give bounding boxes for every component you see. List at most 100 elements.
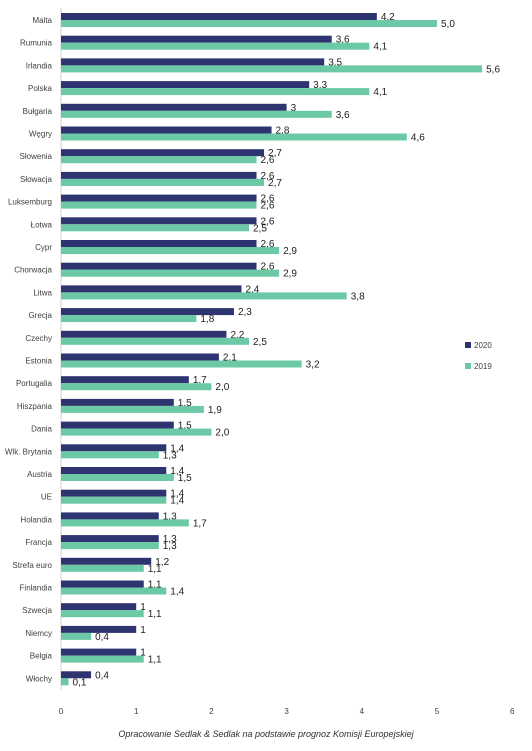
- bar-2019: [61, 405, 204, 413]
- category-label: Estonia: [25, 357, 52, 366]
- bar-2019: [61, 610, 144, 618]
- data-label-2020: 1,4: [170, 466, 184, 477]
- data-label-2020: 1,7: [193, 375, 207, 386]
- data-label-2019: 5,6: [486, 64, 500, 75]
- bar-2019: [61, 20, 437, 27]
- bar-2019: [61, 133, 407, 141]
- category-label: Portugalia: [16, 379, 53, 388]
- x-tick-label: 1: [134, 707, 139, 716]
- bar-2020: [61, 353, 219, 361]
- data-label-2020: 1,4: [170, 443, 184, 454]
- data-label-2020: 3: [291, 103, 297, 114]
- data-label-2020: 3,5: [328, 57, 342, 68]
- data-label-2020: 2,6: [261, 262, 275, 273]
- data-label-2020: 3,6: [336, 35, 350, 46]
- data-label-2020: 1,1: [148, 580, 162, 591]
- bar-2020: [61, 512, 159, 520]
- data-label-2019: 1,4: [170, 496, 184, 507]
- data-label-2020: 1,4: [170, 489, 184, 500]
- x-tick-label: 6: [510, 707, 515, 716]
- data-label-2019: 1,1: [148, 609, 162, 620]
- data-label-2019: 1,7: [193, 518, 207, 529]
- data-label-2020: 1,2: [155, 557, 169, 568]
- data-label-2019: 2,6: [261, 201, 275, 212]
- data-label-2019: 1,1: [148, 655, 162, 666]
- bar-2020: [61, 171, 257, 179]
- data-label-2019: 4,1: [373, 87, 387, 98]
- category-label: Malta: [32, 16, 52, 25]
- category-label: Austria: [27, 470, 52, 479]
- x-tick-label: 3: [284, 707, 289, 716]
- bar-2020: [61, 240, 257, 247]
- bar-2019: [61, 632, 92, 640]
- data-label-2020: 1,5: [178, 421, 192, 432]
- bar-2019: [61, 42, 370, 50]
- data-label-2019: 1,3: [163, 541, 177, 552]
- bar-2019: [61, 383, 212, 391]
- bar-2019: [61, 88, 370, 96]
- data-label-2020: 2,6: [261, 239, 275, 250]
- bar-2019: [61, 315, 197, 323]
- data-label-2019: 1,8: [200, 314, 214, 325]
- bar-2020: [61, 285, 242, 293]
- data-label-2020: 2,8: [276, 126, 290, 137]
- category-label: Finlandia: [20, 584, 53, 593]
- data-label-2020: 1: [140, 625, 146, 636]
- data-label-2020: 1: [140, 602, 146, 613]
- bar-2019: [61, 655, 144, 663]
- bar-2020: [61, 194, 257, 202]
- bar-2019: [61, 542, 159, 550]
- bar-2020: [61, 648, 137, 656]
- category-label: Luksemburg: [8, 198, 52, 207]
- data-label-2019: 2,6: [261, 155, 275, 166]
- data-label-2019: 3,8: [351, 291, 365, 302]
- data-label-2019: 2,0: [215, 428, 229, 439]
- bar-2020: [61, 467, 167, 474]
- bar-2020: [61, 671, 92, 679]
- bar-2020: [61, 58, 325, 66]
- category-label: Rumunia: [20, 39, 53, 48]
- data-label-2020: 2,6: [261, 171, 275, 182]
- x-tick-label: 2: [209, 707, 214, 716]
- bar-2019: [61, 224, 249, 232]
- bar-2019: [61, 360, 302, 368]
- data-label-2019: 4,1: [373, 42, 387, 53]
- data-label-2020: 2,3: [238, 307, 252, 318]
- category-label: Cypr: [35, 243, 52, 252]
- data-label-2020: 2,1: [223, 353, 237, 364]
- category-label: Irlandia: [26, 61, 53, 70]
- data-label-2019: 1,4: [170, 587, 184, 598]
- category-label: Belgia: [30, 652, 53, 661]
- data-label-2020: 2,2: [230, 330, 244, 341]
- category-label: Dania: [31, 425, 52, 434]
- category-label: Bułgaria: [23, 107, 53, 116]
- category-label: Węgry: [29, 130, 52, 139]
- bar-2020: [61, 557, 152, 565]
- bar-2019: [61, 65, 483, 73]
- legend-swatch-2019: [465, 363, 471, 369]
- data-label-2020: 0,4: [95, 670, 109, 681]
- data-label-2019: 1,9: [208, 405, 222, 416]
- category-label: Łotwa: [31, 220, 53, 229]
- data-label-2020: 1: [140, 648, 146, 659]
- bar-2020: [61, 535, 159, 543]
- category-label: Grecja: [28, 311, 52, 320]
- bar-2019: [61, 292, 347, 300]
- category-label: Szwecja: [22, 606, 52, 615]
- legend-label: 2020: [474, 341, 492, 350]
- bar-2020: [61, 398, 174, 406]
- data-label-2019: 5,0: [441, 19, 455, 30]
- bar-2019: [61, 451, 159, 459]
- bar-2020: [61, 13, 377, 20]
- category-label: Słowacja: [20, 175, 53, 184]
- bar-2019: [61, 496, 167, 504]
- bar-2020: [61, 126, 272, 134]
- bar-2020: [61, 376, 189, 384]
- bar-2019: [61, 564, 144, 572]
- legend-swatch-2020: [465, 342, 471, 348]
- bar-2019: [61, 519, 189, 527]
- bar-2020: [61, 308, 234, 316]
- data-label-2019: 2,5: [253, 337, 267, 348]
- category-label: Holandia: [20, 515, 52, 524]
- data-label-2019: 0,1: [73, 677, 87, 688]
